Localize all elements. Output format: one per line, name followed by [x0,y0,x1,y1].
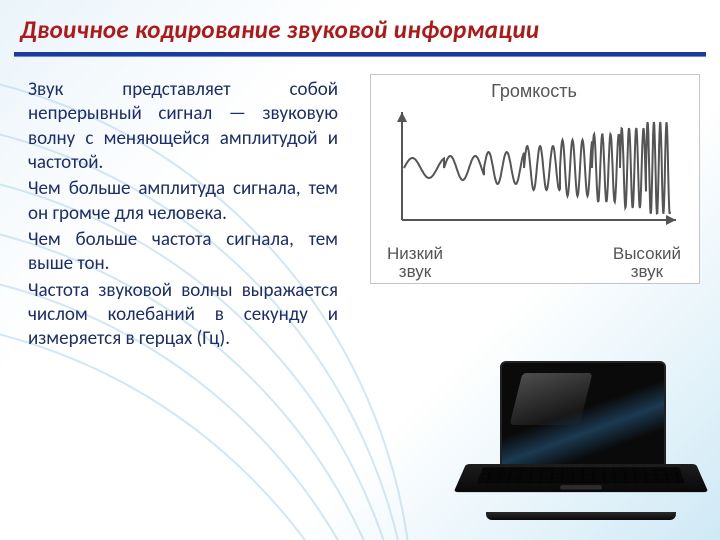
laptop-keyboard [477,467,685,483]
diagram-left-label: Низкий звук [387,245,443,281]
paragraph: Чем больше амплитуда сигнала, тем он гро… [28,177,338,226]
diagram-right-label: Высокий звук [613,245,681,281]
title-underline [14,52,706,56]
laptop-base [454,464,709,492]
laptop-trackpad [560,485,602,489]
laptop-front-edge [486,512,676,520]
paragraph: Звук представляет собой непрерывный сигн… [28,78,338,175]
paragraph: Частота звуковой волны выражается числом… [28,279,338,352]
wave-chart [379,104,689,236]
laptop-screen [500,361,666,473]
laptop-illustration [466,361,696,526]
paragraph: Чем больше частота сигнала, тем выше тон… [28,228,338,277]
page-title: Двоичное кодирование звуковой информации [20,14,700,45]
diagram-top-label: Громкость [379,81,689,102]
body-text: Звук представляет собой непрерывный сигн… [28,78,338,353]
slide: Двоичное кодирование звуковой информации… [0,0,720,540]
sound-wave-diagram: Громкость Низкий звук Высокий звук [370,74,700,284]
